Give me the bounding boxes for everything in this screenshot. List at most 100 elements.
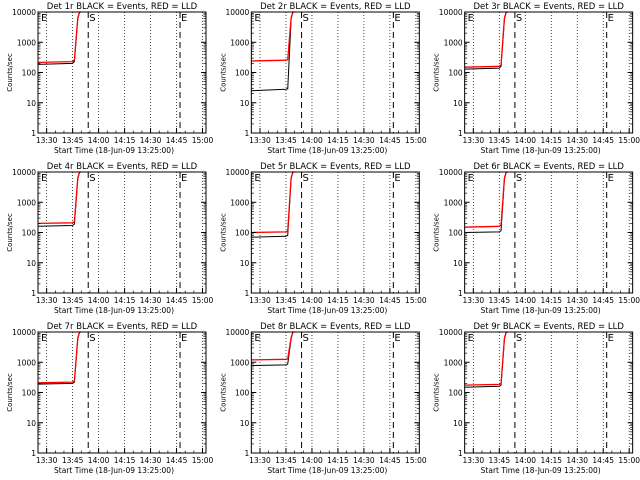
y-tick-label: 100 <box>22 389 37 398</box>
event-marker-label: E <box>468 173 474 184</box>
x-tick-label: 13:30 <box>36 456 58 465</box>
event-marker-label: E <box>181 13 187 24</box>
y-tick-label: 10000 <box>12 168 36 177</box>
event-marker-label: E <box>468 13 474 24</box>
y-tick-label: 10000 <box>12 328 36 337</box>
y-tick-label: 1000 <box>230 38 249 47</box>
x-tick-label: 13:30 <box>36 296 58 305</box>
x-tick-label: 14:30 <box>353 296 375 305</box>
x-tick-label: 13:45 <box>62 136 84 145</box>
x-tick-label: 13:30 <box>249 136 271 145</box>
y-tick-label: 10 <box>453 419 463 428</box>
y-tick-label: 10 <box>240 419 250 428</box>
event-marker-label: E <box>254 333 260 344</box>
y-tick-label: 100 <box>448 229 463 238</box>
plot-frame <box>250 11 420 134</box>
y-tick-label: 10 <box>240 99 250 108</box>
panel-title: Det 6r BLACK = Events, RED = LLD <box>473 162 624 172</box>
x-tick-label: 13:30 <box>463 456 485 465</box>
y-tick-label: 10 <box>26 419 36 428</box>
x-tick-label: 14:30 <box>140 456 162 465</box>
y-tick-label: 1000 <box>230 358 249 367</box>
x-tick-label: 14:30 <box>566 136 588 145</box>
y-tick-label: 100 <box>22 69 37 78</box>
y-tick-label: 1 <box>31 129 36 138</box>
panel-title: Det 3r BLACK = Events, RED = LLD <box>473 2 624 12</box>
x-axis-title: Start Time (18-Jun-09 13:25:00) <box>267 146 387 155</box>
event-marker-label: E <box>468 333 474 344</box>
y-tick-label: 100 <box>235 229 250 238</box>
y-axis-title: Counts/sec <box>6 373 14 412</box>
x-tick-label: 14:45 <box>166 296 188 305</box>
x-axis-title: Start Time (18-Jun-09 13:25:00) <box>267 466 387 475</box>
x-tick-label: 13:30 <box>463 136 485 145</box>
y-tick-label: 1 <box>245 449 250 458</box>
y-tick-label: 10000 <box>225 328 249 337</box>
plot-frame <box>37 331 207 454</box>
event-marker-label: S <box>516 13 522 24</box>
x-tick-label: 13:30 <box>249 296 271 305</box>
x-tick-label: 14:30 <box>566 296 588 305</box>
y-tick-label: 1000 <box>444 198 463 207</box>
y-axis-title: Counts/sec <box>219 53 227 92</box>
y-tick-label: 1 <box>31 289 36 298</box>
event-marker-label: E <box>608 173 614 184</box>
x-tick-label: 13:45 <box>488 136 510 145</box>
panel-title: Det 4r BLACK = Events, RED = LLD <box>47 162 198 172</box>
x-tick-label: 14:30 <box>140 136 162 145</box>
x-axis-title: Start Time (18-Jun-09 13:25:00) <box>54 146 174 155</box>
event-marker-label: S <box>516 173 522 184</box>
x-tick-label: 13:45 <box>62 296 84 305</box>
x-axis-title: Start Time (18-Jun-09 13:25:00) <box>481 466 601 475</box>
x-tick-label: 14:15 <box>540 456 562 465</box>
x-tick-label: 15:00 <box>618 456 640 465</box>
event-marker-label: E <box>181 173 187 184</box>
x-tick-label: 14:30 <box>566 456 588 465</box>
event-marker-label: E <box>394 13 400 24</box>
x-tick-label: 14:15 <box>114 296 136 305</box>
event-marker-label: E <box>41 13 47 24</box>
x-tick-label: 14:45 <box>379 136 401 145</box>
event-marker-label: E <box>608 333 614 344</box>
x-tick-label: 15:00 <box>405 296 427 305</box>
x-axis-title: Start Time (18-Jun-09 13:25:00) <box>267 306 387 315</box>
panel-title: Det 1r BLACK = Events, RED = LLD <box>47 2 198 12</box>
y-tick-label: 10000 <box>439 328 463 337</box>
x-tick-label: 13:45 <box>275 296 297 305</box>
x-axis-title: Start Time (18-Jun-09 13:25:00) <box>54 466 174 475</box>
event-marker-label: S <box>516 333 522 344</box>
y-axis-title: Counts/sec <box>433 373 441 412</box>
y-tick-label: 1000 <box>230 198 249 207</box>
x-tick-label: 14:00 <box>301 456 323 465</box>
x-tick-label: 14:45 <box>379 456 401 465</box>
y-axis-title: Counts/sec <box>219 373 227 412</box>
x-tick-label: 15:00 <box>405 456 427 465</box>
x-tick-label: 14:00 <box>88 136 110 145</box>
y-tick-label: 10 <box>26 259 36 268</box>
event-marker-label: S <box>89 13 95 24</box>
x-axis-title: Start Time (18-Jun-09 13:25:00) <box>481 306 601 315</box>
plot-frame <box>464 331 634 454</box>
y-axis-title: Counts/sec <box>6 213 14 252</box>
event-marker-label: S <box>303 333 309 344</box>
y-tick-label: 10 <box>26 99 36 108</box>
y-tick-label: 100 <box>448 389 463 398</box>
x-tick-label: 15:00 <box>192 296 214 305</box>
x-tick-label: 14:45 <box>166 456 188 465</box>
x-tick-label: 14:30 <box>353 456 375 465</box>
panel-title: Det 7r BLACK = Events, RED = LLD <box>47 322 198 332</box>
y-tick-label: 10000 <box>439 8 463 17</box>
event-marker-label: E <box>41 333 47 344</box>
x-tick-label: 14:15 <box>327 296 349 305</box>
x-tick-label: 14:00 <box>514 136 536 145</box>
x-tick-label: 15:00 <box>618 296 640 305</box>
y-tick-label: 1000 <box>17 38 36 47</box>
y-tick-label: 100 <box>22 229 37 238</box>
event-marker-label: E <box>41 173 47 184</box>
